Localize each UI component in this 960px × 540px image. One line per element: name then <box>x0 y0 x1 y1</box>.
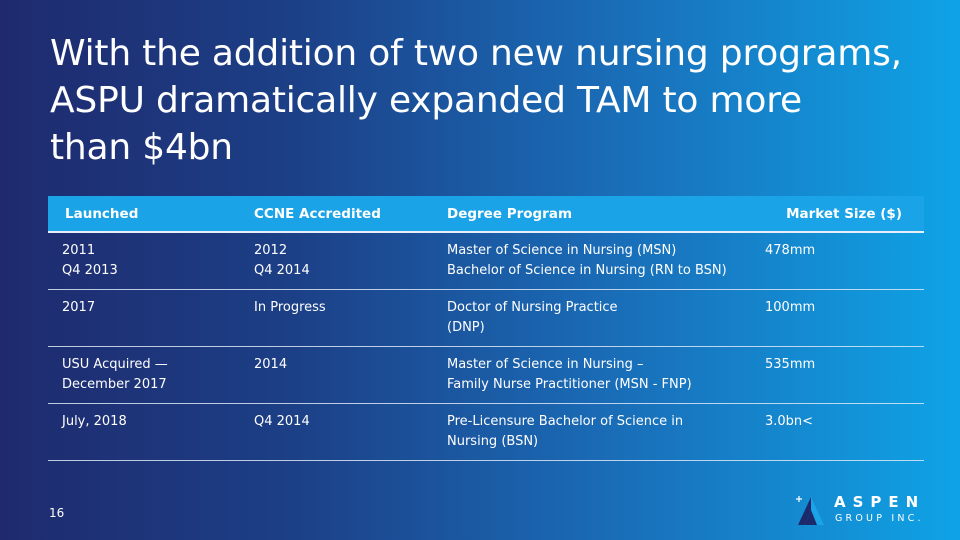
cell-ccne: In Progress <box>240 289 433 347</box>
table-row: USU Acquired — December 2017 2014 Master… <box>48 346 924 404</box>
cell-market-size: 100mm <box>751 289 924 347</box>
header-row: Launched CCNE Accredited Degree Program … <box>48 196 924 233</box>
cell-line: Bachelor of Science in Nursing (RN to BS… <box>447 263 727 278</box>
cell-line: Q4 2014 <box>254 414 310 429</box>
cell-line: Q4 2014 <box>254 263 310 278</box>
nursing-programs-table: Launched CCNE Accredited Degree Program … <box>48 196 924 461</box>
aspen-group-logo: ASPEN GROUP INC. <box>796 492 928 528</box>
title-line: than $4bn <box>50 127 233 168</box>
cell-line: In Progress <box>254 300 326 315</box>
cell-line: Doctor of Nursing Practice <box>447 300 618 315</box>
aspen-mountain-logo-icon <box>796 496 824 525</box>
title-line: ASPU dramatically expanded TAM to more <box>50 80 802 121</box>
slide-title: With the addition of two new nursing pro… <box>50 30 930 171</box>
cell-program: Master of Science in Nursing – Family Nu… <box>433 346 751 404</box>
cell-line: Master of Science in Nursing – <box>447 357 644 372</box>
column-header-ccne-accredited: CCNE Accredited <box>240 196 433 233</box>
table-row: July, 2018 Q4 2014 Pre-Licensure Bachelo… <box>48 403 924 461</box>
cell-launched: USU Acquired — December 2017 <box>48 346 240 404</box>
cell-ccne: Q4 2014 <box>240 403 433 461</box>
cell-line: USU Acquired — <box>62 357 168 372</box>
cell-line: December 2017 <box>62 377 167 392</box>
cell-line: Q4 2013 <box>62 263 118 278</box>
cell-program: Doctor of Nursing Practice (DNP) <box>433 289 751 347</box>
table-row: 2011 Q4 2013 2012 Q4 2014 Master of Scie… <box>48 232 924 290</box>
cell-market-size: 478mm <box>751 232 924 290</box>
cell-line: Nursing (BSN) <box>447 434 539 449</box>
cell-line: 2012 <box>254 243 288 258</box>
column-header-launched: Launched <box>48 196 240 233</box>
cell-launched: July, 2018 <box>48 403 240 461</box>
cell-launched: 2011 Q4 2013 <box>48 232 240 290</box>
cell-line: July, 2018 <box>62 414 127 429</box>
logo-wordmark: ASPEN <box>834 493 926 511</box>
table-header: Launched CCNE Accredited Degree Program … <box>48 196 924 233</box>
cell-line: 2017 <box>62 300 96 315</box>
logo-subtext: GROUP INC. <box>835 513 924 524</box>
cell-program: Master of Science in Nursing (MSN) Bache… <box>433 232 751 290</box>
cell-market-size: 535mm <box>751 346 924 404</box>
cell-market-size: 3.0bn< <box>751 403 924 461</box>
title-line: With the addition of two new nursing pro… <box>50 33 902 74</box>
column-header-degree-program: Degree Program <box>433 196 751 233</box>
cell-program: Pre-Licensure Bachelor of Science in Nur… <box>433 403 751 461</box>
cell-line: Family Nurse Practitioner (MSN - FNP) <box>447 377 692 392</box>
cell-launched: 2017 <box>48 289 240 347</box>
cell-line: 2011 <box>62 243 96 258</box>
cell-line: 2014 <box>254 357 288 372</box>
column-header-market-size: Market Size ($) <box>751 196 924 233</box>
page-number: 16 <box>49 506 65 520</box>
cell-ccne: 2014 <box>240 346 433 404</box>
cell-line: Master of Science in Nursing (MSN) <box>447 243 677 258</box>
cell-line: Pre-Licensure Bachelor of Science in <box>447 414 684 429</box>
table-body: 2011 Q4 2013 2012 Q4 2014 Master of Scie… <box>48 232 924 461</box>
cell-ccne: 2012 Q4 2014 <box>240 232 433 290</box>
table-row: 2017 In Progress Doctor of Nursing Pract… <box>48 289 924 347</box>
cell-line: (DNP) <box>447 320 485 335</box>
